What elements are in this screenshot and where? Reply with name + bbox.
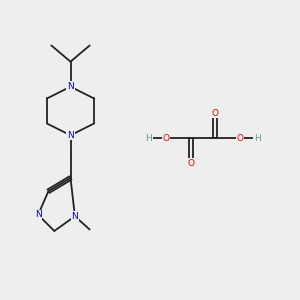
Text: O: O [211,109,218,118]
Text: N: N [35,210,41,219]
Text: O: O [188,159,195,168]
Text: N: N [67,131,74,140]
Text: O: O [236,134,243,143]
Text: H: H [145,134,152,143]
Text: H: H [254,134,261,143]
Text: N: N [71,212,78,221]
Text: N: N [67,82,74,91]
Text: O: O [163,134,170,143]
